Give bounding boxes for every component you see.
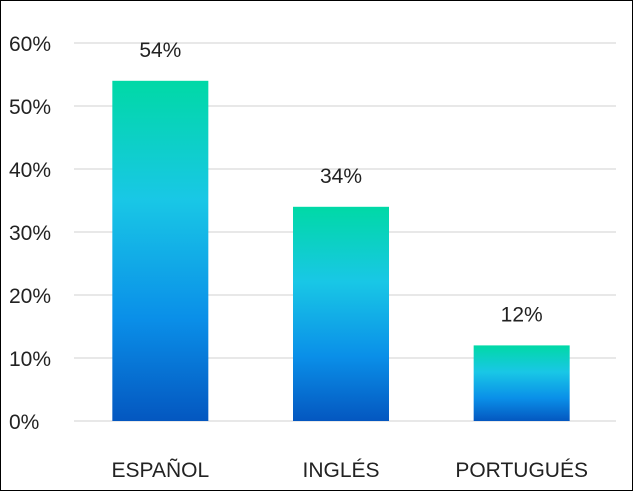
data-label: 12%	[501, 303, 543, 326]
data-label: 54%	[139, 39, 181, 62]
x-axis-categories: ESPAÑOL INGLÉS PORTUGUÉS	[112, 458, 588, 482]
bar-inglés	[293, 206, 389, 421]
data-labels: 54% 34% 12%	[139, 39, 542, 327]
y-tick-label: 30%	[9, 222, 51, 245]
y-tick-label: 20%	[9, 285, 51, 308]
bar-español	[112, 80, 209, 422]
y-tick-label: 40%	[9, 159, 51, 182]
y-tick-label: 60%	[9, 33, 51, 56]
bars	[112, 80, 570, 422]
x-category-label: PORTUGUÉS	[455, 459, 588, 482]
y-axis-ticks: 0% 10% 20% 30% 40% 50% 60%	[9, 33, 51, 434]
data-label: 34%	[320, 165, 362, 188]
x-category-label: INGLÉS	[302, 459, 379, 482]
x-category-label: ESPAÑOL	[112, 458, 210, 482]
bar-portugués	[473, 345, 570, 421]
y-tick-label: 50%	[9, 96, 51, 119]
y-tick-label: 10%	[9, 348, 51, 371]
y-tick-label: 0%	[9, 411, 39, 434]
